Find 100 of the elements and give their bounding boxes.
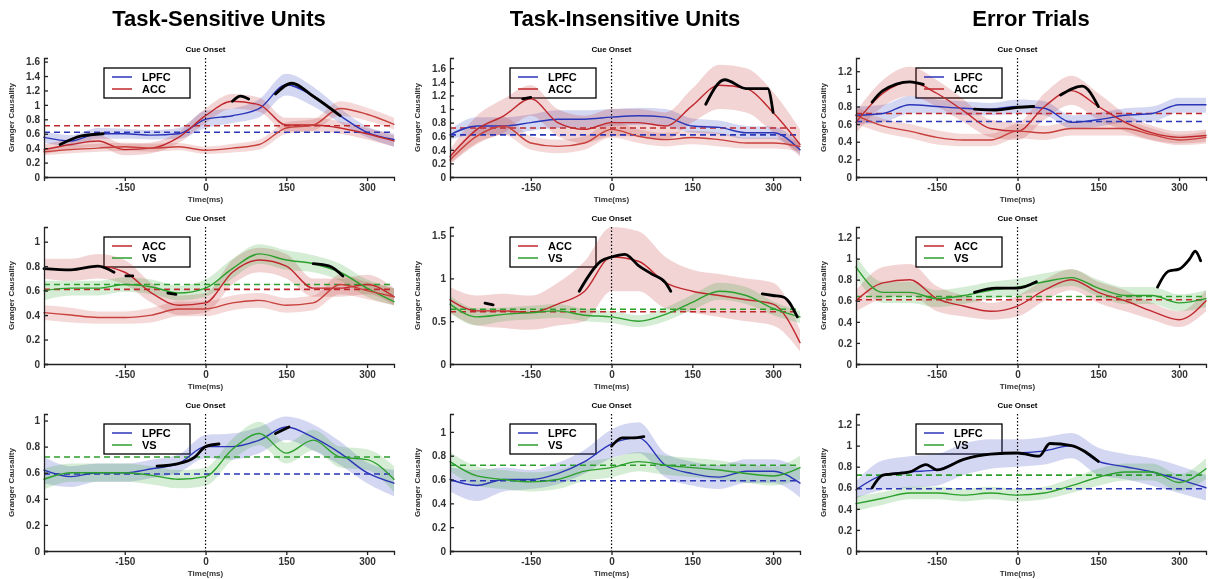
ref-line-label: Cue Onset	[591, 45, 632, 54]
y-tick-label: 1	[440, 426, 447, 438]
y-tick-label: 0.4	[432, 498, 447, 510]
y-tick-label: 1.5	[432, 230, 447, 242]
y-tick-label: 1	[846, 83, 853, 95]
y-tick-label: 1.2	[432, 90, 447, 102]
y-tick-label: 0	[846, 545, 853, 557]
x-tick-label: 300	[359, 556, 377, 568]
y-tick-label: 0.6	[838, 482, 853, 494]
y-tick-label: 0.6	[26, 128, 41, 140]
x-axis-title: Time(ms)	[187, 382, 224, 391]
x-tick-label: 150	[1090, 369, 1108, 381]
x-tick-label: 150	[684, 182, 702, 194]
y-tick-label: 1	[440, 273, 447, 285]
x-tick-label: 0	[1015, 182, 1022, 194]
y-tick-label: 1	[846, 440, 853, 452]
y-tick-label: 0.4	[26, 309, 41, 321]
x-tick-label: -150	[927, 369, 948, 381]
y-tick-label: 0.4	[26, 493, 41, 505]
ref-line-label: Cue Onset	[185, 45, 226, 54]
y-tick-label: 0.8	[26, 260, 41, 272]
x-tick-label: 0	[1015, 556, 1022, 568]
y-tick-label: 0.8	[26, 441, 41, 453]
x-tick-label: 0	[203, 556, 210, 568]
y-tick-label: 0	[440, 358, 447, 370]
line-series	[449, 290, 801, 322]
x-tick-label: 150	[278, 182, 296, 194]
x-tick-label: 0	[1015, 369, 1022, 381]
x-axis-title: Time(ms)	[593, 569, 630, 578]
y-tick-label: 0.6	[26, 467, 41, 479]
legend-label: LPFC	[142, 427, 171, 439]
y-tick-label: 1.2	[838, 65, 853, 77]
y-tick-label: 0.2	[432, 158, 447, 170]
y-tick-label: 1.4	[432, 76, 447, 88]
y-tick-label: 0.6	[838, 295, 853, 307]
y-tick-label: 0.6	[432, 474, 447, 486]
x-axis-title: Time(ms)	[999, 382, 1036, 391]
x-tick-label: -150	[115, 182, 136, 194]
x-tick-label: 150	[684, 369, 702, 381]
y-tick-label: 0	[440, 171, 447, 183]
x-axis-title: Time(ms)	[593, 382, 630, 391]
x-axis-title: Time(ms)	[999, 569, 1036, 578]
y-tick-label: 0.8	[26, 114, 41, 125]
y-tick-label: 0.2	[838, 154, 853, 166]
y-tick-label: 0.2	[432, 521, 447, 533]
line-series	[449, 125, 801, 161]
y-tick-label: 1	[34, 99, 41, 111]
ref-line-label: Cue Onset	[591, 401, 632, 410]
y-tick-label: 0.6	[26, 285, 41, 297]
legend-label: ACC	[142, 240, 166, 252]
line-series	[43, 253, 395, 303]
y-axis-title: Granger Causality	[819, 82, 828, 152]
y-tick-label: 0.2	[26, 157, 41, 169]
x-tick-label: 150	[684, 556, 702, 568]
x-tick-label: 150	[1090, 556, 1108, 568]
line-series	[449, 256, 801, 344]
y-axis-title: Granger Causality	[413, 82, 422, 152]
x-tick-label: 300	[359, 182, 377, 194]
y-tick-label: 0.2	[26, 334, 41, 346]
y-tick-label: 0	[846, 358, 853, 370]
y-tick-label: 1	[34, 236, 41, 248]
y-tick-label: 0.8	[838, 101, 853, 113]
x-tick-label: 150	[1090, 182, 1108, 194]
y-tick-label: 0.4	[838, 503, 853, 515]
y-tick-label: 1	[846, 253, 853, 265]
y-tick-label: 0	[846, 171, 853, 183]
y-tick-label: 0.2	[838, 524, 853, 536]
chart-title: Task-Sensitive Units	[112, 6, 326, 31]
ref-line-label: Cue Onset	[997, 214, 1038, 223]
x-tick-label: 150	[278, 556, 296, 568]
x-tick-label: 300	[765, 556, 783, 568]
line-series	[449, 84, 801, 158]
x-tick-label: -150	[115, 556, 136, 568]
x-tick-label: 0	[609, 369, 616, 381]
ref-line-label: Cue Onset	[185, 214, 226, 223]
chart-title: Task-Insensitive Units	[509, 6, 741, 31]
x-tick-label: 0	[609, 556, 616, 568]
y-tick-label: 0.4	[838, 136, 853, 148]
line-series	[43, 283, 395, 319]
x-tick-label: 300	[765, 369, 783, 381]
x-tick-label: -150	[521, 369, 542, 381]
y-axis-title: Granger Causality	[7, 447, 16, 517]
x-axis-title: Time(ms)	[187, 569, 224, 578]
chart-title: Error Trials	[972, 6, 1090, 31]
y-tick-label: 0	[34, 171, 41, 183]
y-tick-label: 0.4	[838, 316, 853, 328]
y-axis-title: Granger Causality	[819, 260, 828, 330]
legend-label: VS	[954, 252, 969, 264]
x-tick-label: -150	[927, 182, 948, 194]
x-tick-label: -150	[115, 369, 136, 381]
x-tick-label: 300	[765, 182, 783, 194]
legend-label: VS	[142, 252, 157, 264]
y-tick-label: 1.6	[432, 62, 447, 74]
ref-line-label: Cue Onset	[185, 401, 226, 410]
y-tick-label: 0.8	[432, 450, 447, 462]
y-tick-label: 0	[440, 545, 447, 557]
y-tick-label: 1.4	[26, 70, 41, 82]
y-tick-label: 0	[34, 358, 41, 370]
legend-label: VS	[142, 439, 157, 451]
y-axis-title: Granger Causality	[7, 82, 16, 152]
